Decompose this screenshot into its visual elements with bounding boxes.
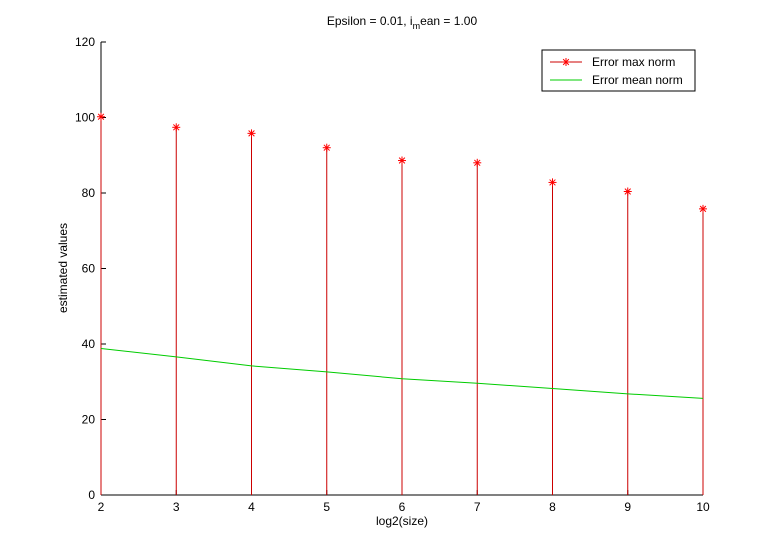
x-tick-label: 6 xyxy=(399,500,406,514)
legend-label: Error mean norm xyxy=(592,73,683,87)
x-tick-label: 5 xyxy=(323,500,330,514)
x-tick-label: 3 xyxy=(173,500,180,514)
y-tick-label: 40 xyxy=(82,337,96,351)
data-point-marker xyxy=(548,178,557,187)
title-part-1: Epsilon = 0.01, i xyxy=(327,14,413,28)
data-point-marker xyxy=(699,204,707,213)
data-point-marker xyxy=(473,158,482,167)
x-tick-label: 4 xyxy=(248,500,255,514)
y-tick-label: 100 xyxy=(75,111,95,125)
x-axis-label: log2(size) xyxy=(376,514,428,528)
legend-marker-icon xyxy=(562,58,570,66)
data-point-marker xyxy=(398,156,406,165)
y-tick-label: 80 xyxy=(82,186,96,200)
legend-label: Error max norm xyxy=(592,55,675,69)
y-tick-label: 60 xyxy=(82,262,96,276)
data-point-marker xyxy=(623,187,632,196)
x-tick-label: 9 xyxy=(624,500,631,514)
data-point-marker xyxy=(247,129,256,138)
y-tick-label: 20 xyxy=(82,413,96,427)
data-point-marker xyxy=(322,143,331,152)
x-tick-label: 8 xyxy=(549,500,556,514)
x-tick-label: 10 xyxy=(696,500,710,514)
x-tick-label: 2 xyxy=(98,500,105,514)
data-point-marker xyxy=(172,123,181,132)
title-part-2: ean = 1.00 xyxy=(420,14,477,28)
data-point-marker xyxy=(97,112,105,121)
series-line xyxy=(100,348,704,399)
chart-title: Epsilon = 0.01, imean = 1.00 xyxy=(327,14,478,31)
title-subscript: m xyxy=(413,21,421,31)
y-axis-label: estimated values xyxy=(56,223,70,313)
legend: Error max norm Error mean norm xyxy=(541,49,696,92)
y-tick-label: 0 xyxy=(88,488,95,502)
legend-box xyxy=(541,49,696,92)
x-tick-label: 7 xyxy=(474,500,481,514)
y-tick-label: 120 xyxy=(75,35,95,49)
